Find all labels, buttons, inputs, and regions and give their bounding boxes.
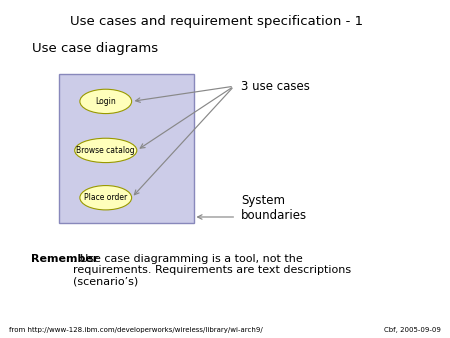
Text: Login: Login — [95, 97, 116, 106]
Text: Use cases and requirement specification - 1: Use cases and requirement specification … — [70, 15, 363, 28]
Text: : Use case diagramming is a tool, not the
requirements. Requirements are text de: : Use case diagramming is a tool, not th… — [73, 254, 351, 287]
Text: Cbf, 2005-09-09: Cbf, 2005-09-09 — [384, 327, 441, 333]
Text: Place order: Place order — [84, 193, 127, 202]
Ellipse shape — [80, 89, 131, 114]
Text: System
boundaries: System boundaries — [241, 194, 307, 222]
Text: Remember: Remember — [32, 254, 99, 264]
Bar — [58, 74, 194, 223]
Text: Use case diagrams: Use case diagrams — [32, 42, 158, 55]
Text: Browse catalog: Browse catalog — [76, 146, 135, 155]
Ellipse shape — [75, 138, 137, 163]
Text: from http://www-128.ibm.com/developerworks/wireless/library/wi-arch9/: from http://www-128.ibm.com/developerwor… — [9, 327, 263, 333]
Ellipse shape — [80, 186, 131, 210]
Text: 3 use cases: 3 use cases — [241, 80, 310, 93]
